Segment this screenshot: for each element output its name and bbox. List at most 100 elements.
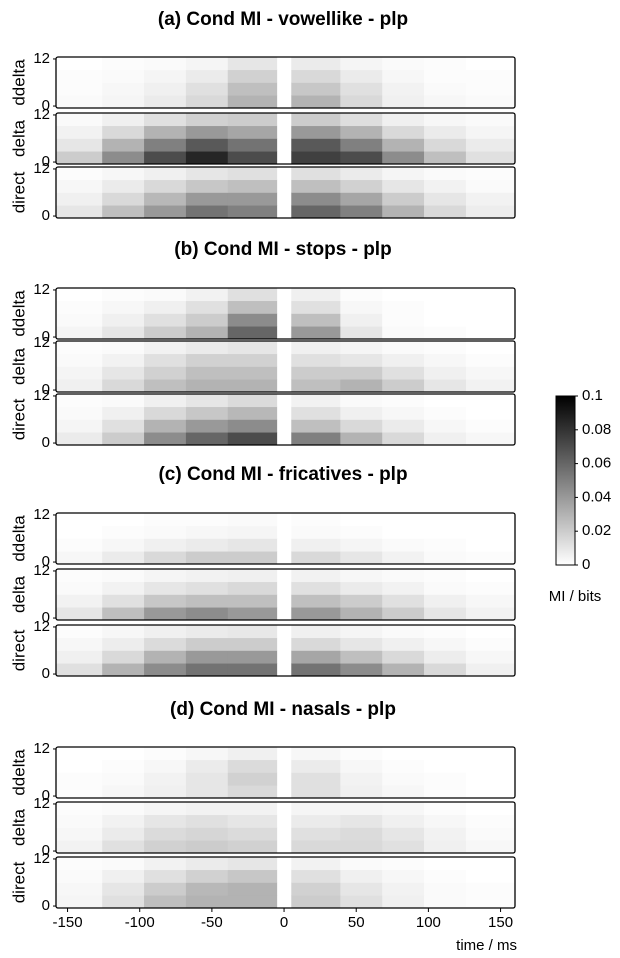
- heat-cell: [382, 341, 425, 355]
- heat-cell: [102, 827, 145, 841]
- heat-cell: [424, 113, 467, 127]
- x-tick-label: 0: [280, 914, 288, 931]
- heat-cell: [56, 594, 103, 608]
- panel-frame: [55, 512, 516, 565]
- heat-cell: [465, 772, 516, 786]
- heat-cell: [465, 882, 516, 896]
- heat-cell: [291, 857, 341, 871]
- heat-cell: [56, 840, 103, 854]
- heat-cell: [102, 869, 145, 883]
- heat-cell: [56, 857, 103, 871]
- heat-cell: [340, 313, 383, 327]
- heat-cell: [291, 814, 341, 828]
- heat-cell: [144, 840, 187, 854]
- heat-cell: [185, 95, 229, 109]
- panel-frame: [55, 801, 516, 854]
- heat-cell: [185, 379, 229, 393]
- x-tick-label: -100: [125, 914, 155, 931]
- heat-cell: [465, 82, 516, 96]
- heat-cell: [102, 802, 145, 816]
- heat-cell: [56, 513, 103, 527]
- heat-cell: [102, 625, 145, 639]
- heat-cell: [185, 341, 229, 355]
- heat-cell: [144, 341, 187, 355]
- heat-cell: [382, 167, 425, 181]
- heat-cell: [144, 663, 187, 677]
- heat-cell: [102, 394, 145, 408]
- y-tick-label: 12: [33, 850, 50, 867]
- heat-cell: [56, 205, 103, 219]
- heat-cell: [382, 288, 425, 302]
- panel-frame: [55, 568, 516, 621]
- y-tick-label: 12: [33, 334, 50, 351]
- heat-cell: [340, 432, 383, 446]
- heat-cell: [144, 759, 187, 773]
- heat-cell: [291, 637, 341, 651]
- heat-cell: [424, 432, 467, 446]
- heat-cell: [185, 300, 229, 314]
- heat-cell: [185, 895, 229, 909]
- heat-cell: [185, 637, 229, 651]
- heat-cell: [227, 313, 278, 327]
- heat-cell: [185, 814, 229, 828]
- heat-cell: [382, 525, 425, 539]
- heat-cell: [56, 759, 103, 773]
- heat-cell: [227, 326, 278, 340]
- heat-cell: [102, 895, 145, 909]
- colorbar-tick-label: 0.02: [582, 522, 611, 539]
- heat-cell: [56, 538, 103, 552]
- heat-cell: [291, 840, 341, 854]
- heat-cell: [291, 663, 341, 677]
- heat-cell: [291, 895, 341, 909]
- heat-cell: [424, 125, 467, 139]
- heat-cell: [291, 594, 341, 608]
- heat-cell: [465, 326, 516, 340]
- y-tick-label: 12: [33, 387, 50, 404]
- heat-cell: [465, 827, 516, 841]
- heat-cell: [227, 205, 278, 219]
- heat-cell: [424, 406, 467, 420]
- heat-cell: [185, 113, 229, 127]
- x-tick-label: 50: [348, 914, 365, 931]
- heat-cell: [56, 607, 103, 621]
- y-tick-label: 0: [42, 842, 50, 859]
- heat-cell: [291, 406, 341, 420]
- heat-cell: [102, 288, 145, 302]
- heat-cell: [424, 869, 467, 883]
- heat-cell: [424, 525, 467, 539]
- heat-cell: [465, 406, 516, 420]
- heat-cell: [144, 313, 187, 327]
- heat-cell: [144, 406, 187, 420]
- heat-cell: [227, 288, 278, 302]
- heat-cell: [185, 69, 229, 83]
- heat-cell: [291, 167, 341, 181]
- heat-cell: [340, 551, 383, 565]
- heat-cell: [465, 167, 516, 181]
- heat-cell: [56, 581, 103, 595]
- y-axis-label: ddelta: [9, 59, 28, 106]
- y-axis-label: delta: [9, 348, 28, 385]
- chart-title: (c) Cond MI - fricatives - plp: [158, 464, 407, 485]
- heat-cell: [227, 113, 278, 127]
- heat-cell: [340, 125, 383, 139]
- heat-cell: [56, 379, 103, 393]
- heat-cell: [56, 663, 103, 677]
- heat-cell: [56, 625, 103, 639]
- heat-cell: [185, 840, 229, 854]
- heat-cell: [185, 513, 229, 527]
- y-axis-label: ddelta: [9, 515, 28, 562]
- heat-cell: [382, 569, 425, 583]
- heat-cell: [465, 513, 516, 527]
- heat-cell: [185, 772, 229, 786]
- heat-cell: [382, 113, 425, 127]
- heat-cell: [144, 69, 187, 83]
- heat-cell: [424, 138, 467, 152]
- heat-cell: [56, 313, 103, 327]
- heat-cell: [227, 300, 278, 314]
- heat-cell: [227, 366, 278, 380]
- y-tick-label: 0: [42, 609, 50, 626]
- heat-cell: [424, 882, 467, 896]
- heat-cell: [382, 394, 425, 408]
- heat-cell: [340, 341, 383, 355]
- heat-cell: [382, 192, 425, 206]
